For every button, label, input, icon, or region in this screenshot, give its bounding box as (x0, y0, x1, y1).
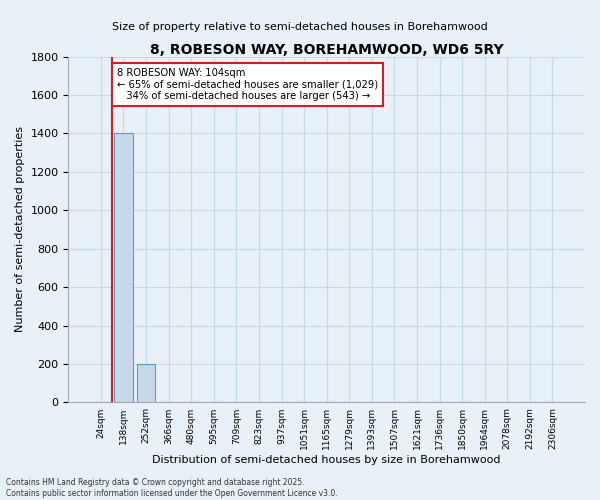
Bar (115, 134, 133, 402)
Bar (137, 364, 155, 403)
Text: Size of property relative to semi-detached houses in Borehamwood: Size of property relative to semi-detach… (112, 22, 488, 32)
Title: 8, ROBESON WAY, BOREHAMWOOD, WD6 5RY: 8, ROBESON WAY, BOREHAMWOOD, WD6 5RY (150, 42, 503, 56)
Text: Contains HM Land Registry data © Crown copyright and database right 2025.
Contai: Contains HM Land Registry data © Crown c… (6, 478, 338, 498)
Text: 8 ROBESON WAY: 104sqm
← 65% of semi-detached houses are smaller (1,029)
   34% o: 8 ROBESON WAY: 104sqm ← 65% of semi-deta… (117, 68, 378, 101)
Y-axis label: Number of semi-detached properties: Number of semi-detached properties (15, 126, 25, 332)
X-axis label: Distribution of semi-detached houses by size in Borehamwood: Distribution of semi-detached houses by … (152, 455, 501, 465)
